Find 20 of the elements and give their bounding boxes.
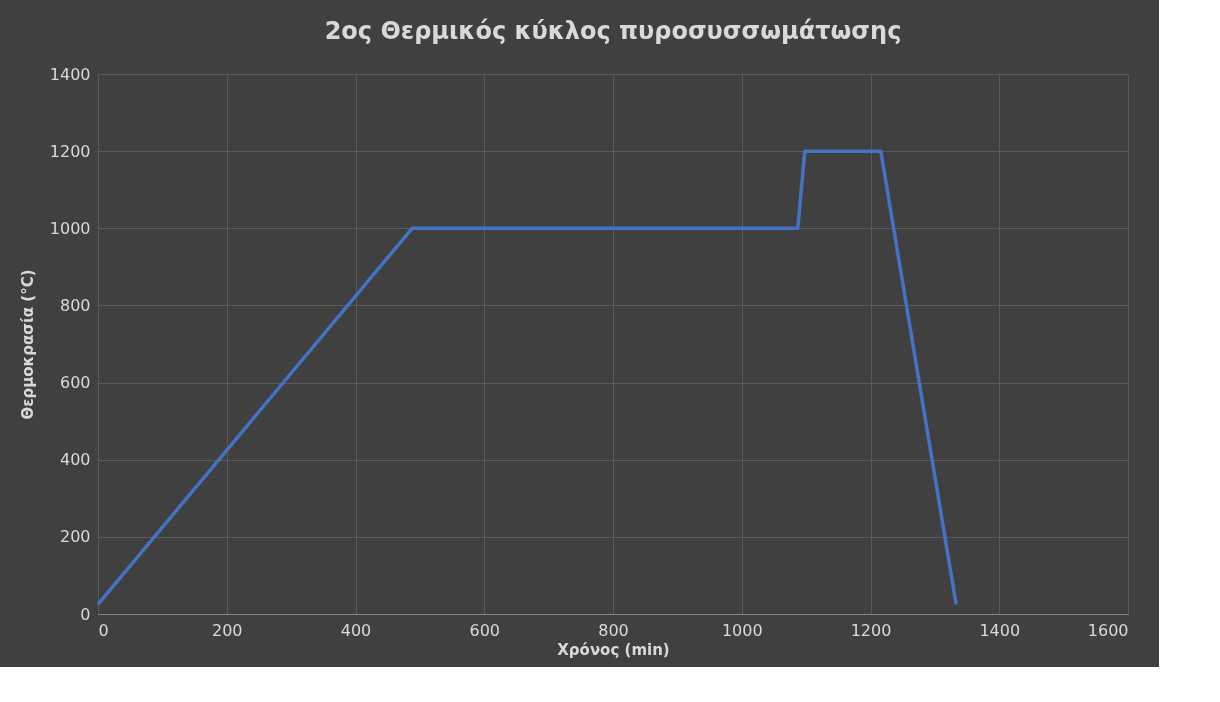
y-tick-label: 800 (59, 295, 91, 315)
x-tick-label: 0 (98, 620, 109, 640)
x-tick-label: 1400 (979, 620, 1021, 640)
x-axis-title: Χρόνος (min) (557, 640, 670, 659)
y-tick-label: 1200 (49, 141, 91, 161)
y-tick-label: 200 (59, 527, 91, 547)
x-tick-label: 1600 (1087, 620, 1129, 640)
y-tick-label: 1400 (49, 64, 91, 84)
y-tick-label: 600 (59, 373, 91, 393)
x-tick-label: 200 (211, 620, 243, 640)
x-tick-label: 800 (598, 620, 629, 640)
y-tick-label: 1000 (49, 218, 91, 238)
y-tick-label: 0 (80, 604, 91, 624)
x-tick-label: 600 (469, 620, 501, 640)
x-tick-label: 400 (340, 620, 372, 640)
y-axis-title: Θερμοκρασία (°C) (18, 269, 37, 420)
x-tick-label: 1000 (721, 620, 763, 640)
y-tick-label: 400 (59, 450, 91, 470)
chart-title: 2ος Θερμικός κύκλος πυροσυσσωμάτωσης (324, 17, 902, 45)
x-tick-label: 1200 (850, 620, 892, 640)
